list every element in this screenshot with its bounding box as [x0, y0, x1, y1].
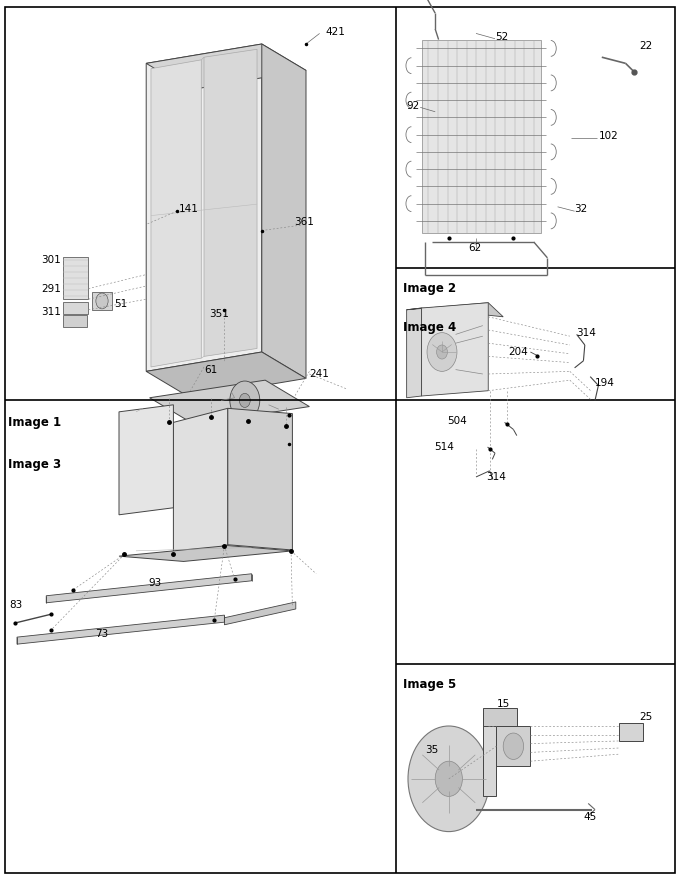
- Text: 102: 102: [598, 131, 618, 142]
- Text: 92: 92: [406, 100, 419, 111]
- Polygon shape: [228, 408, 292, 550]
- Text: 241: 241: [309, 369, 329, 379]
- Text: 52: 52: [495, 32, 508, 42]
- Polygon shape: [422, 303, 488, 396]
- Text: 314: 314: [486, 472, 506, 482]
- Circle shape: [96, 293, 108, 309]
- Polygon shape: [496, 726, 530, 766]
- Bar: [63, 257, 88, 299]
- Polygon shape: [46, 574, 252, 603]
- Polygon shape: [262, 44, 306, 378]
- Text: 22: 22: [639, 40, 652, 51]
- Text: 421: 421: [325, 26, 345, 37]
- Text: 141: 141: [179, 204, 199, 215]
- Text: 291: 291: [41, 283, 61, 294]
- Polygon shape: [63, 302, 88, 314]
- Circle shape: [239, 393, 250, 407]
- Polygon shape: [92, 292, 112, 310]
- Polygon shape: [407, 303, 503, 317]
- Text: 93: 93: [148, 577, 161, 588]
- Polygon shape: [63, 315, 87, 327]
- Text: 314: 314: [577, 327, 596, 338]
- Polygon shape: [422, 40, 541, 233]
- Text: Image 5: Image 5: [403, 678, 456, 691]
- Polygon shape: [483, 713, 496, 796]
- Polygon shape: [146, 44, 262, 371]
- Text: 301: 301: [41, 254, 61, 265]
- Circle shape: [230, 381, 260, 420]
- Polygon shape: [483, 708, 517, 726]
- Text: 25: 25: [639, 712, 652, 722]
- Polygon shape: [224, 602, 296, 625]
- Text: 514: 514: [434, 442, 454, 452]
- Text: Image 3: Image 3: [8, 458, 61, 471]
- Text: 73: 73: [95, 628, 108, 639]
- Circle shape: [408, 726, 490, 832]
- Polygon shape: [17, 615, 224, 644]
- Polygon shape: [146, 44, 306, 90]
- Polygon shape: [204, 49, 257, 356]
- Text: 32: 32: [575, 204, 588, 215]
- Polygon shape: [407, 308, 422, 398]
- Circle shape: [437, 345, 447, 359]
- Polygon shape: [619, 723, 643, 741]
- Text: 35: 35: [425, 744, 438, 755]
- Text: Image 4: Image 4: [403, 321, 456, 334]
- Circle shape: [503, 733, 524, 759]
- Polygon shape: [173, 408, 228, 559]
- Circle shape: [427, 333, 457, 371]
- Text: 194: 194: [595, 378, 615, 388]
- Polygon shape: [119, 546, 292, 561]
- Polygon shape: [119, 405, 173, 515]
- Text: 351: 351: [209, 309, 229, 319]
- Text: 62: 62: [468, 243, 481, 253]
- Text: 45: 45: [583, 811, 596, 822]
- Text: 361: 361: [294, 216, 313, 227]
- Text: 15: 15: [496, 699, 509, 709]
- Text: 504: 504: [447, 415, 467, 426]
- Text: 83: 83: [9, 600, 22, 611]
- Polygon shape: [151, 60, 201, 367]
- Circle shape: [435, 761, 462, 796]
- Polygon shape: [146, 352, 306, 398]
- Polygon shape: [150, 380, 309, 424]
- Text: 51: 51: [114, 298, 127, 309]
- Text: 61: 61: [204, 364, 217, 375]
- Text: Image 2: Image 2: [403, 282, 456, 295]
- Text: 204: 204: [509, 347, 528, 357]
- Text: 311: 311: [41, 307, 61, 318]
- Text: Image 1: Image 1: [8, 416, 61, 429]
